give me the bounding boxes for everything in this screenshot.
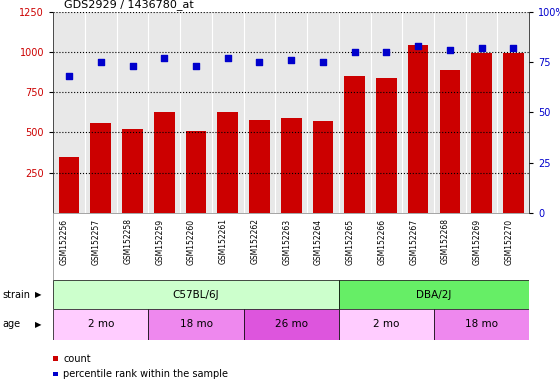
Text: strain: strain	[3, 290, 31, 300]
Bar	[503, 53, 524, 213]
Text: count: count	[63, 354, 91, 364]
Text: 2 mo: 2 mo	[373, 319, 400, 329]
Bar	[408, 45, 428, 213]
Text: 26 mo: 26 mo	[275, 319, 307, 329]
Bar	[53, 280, 339, 309]
Text: C57BL/6J: C57BL/6J	[172, 290, 220, 300]
Bar	[434, 309, 529, 340]
Text: 2 mo: 2 mo	[87, 319, 114, 329]
Point	[382, 49, 391, 55]
Point	[128, 63, 137, 69]
Text: GSM152257: GSM152257	[92, 218, 101, 265]
Text: GSM152260: GSM152260	[187, 218, 196, 265]
Bar	[244, 309, 339, 340]
Text: GSM152267: GSM152267	[409, 218, 418, 265]
Point	[192, 63, 200, 69]
Text: 18 mo: 18 mo	[465, 319, 498, 329]
Bar	[59, 157, 80, 213]
Text: DBA/2J: DBA/2J	[416, 290, 452, 300]
Text: age: age	[3, 319, 21, 329]
Point	[445, 47, 454, 53]
Point	[477, 45, 486, 51]
Bar	[53, 309, 148, 340]
Text: 18 mo: 18 mo	[180, 319, 212, 329]
Bar	[339, 309, 434, 340]
Text: GSM152264: GSM152264	[314, 218, 323, 265]
Text: GSM152258: GSM152258	[124, 218, 133, 265]
Bar	[91, 123, 111, 213]
Text: GSM152265: GSM152265	[346, 218, 354, 265]
Bar	[472, 53, 492, 213]
Bar	[312, 121, 333, 213]
Text: GSM152261: GSM152261	[219, 218, 228, 265]
Text: GSM152268: GSM152268	[441, 218, 450, 265]
Text: GSM152262: GSM152262	[250, 218, 259, 265]
Text: percentile rank within the sample: percentile rank within the sample	[63, 369, 228, 379]
Text: GSM152269: GSM152269	[473, 218, 482, 265]
Point	[319, 59, 328, 65]
Point	[160, 55, 169, 61]
Point	[287, 57, 296, 63]
Bar	[122, 129, 143, 213]
Point	[509, 45, 518, 51]
Point	[414, 43, 423, 49]
Bar	[344, 76, 365, 213]
Text: GDS2929 / 1436780_at: GDS2929 / 1436780_at	[64, 0, 194, 10]
Bar	[154, 111, 175, 213]
Bar	[440, 70, 460, 213]
Bar	[376, 78, 396, 213]
Bar	[217, 112, 238, 213]
Point	[350, 49, 359, 55]
Bar	[186, 131, 206, 213]
Bar	[249, 119, 270, 213]
Text: GSM152266: GSM152266	[377, 218, 386, 265]
Bar	[281, 118, 301, 213]
Text: ▶: ▶	[35, 290, 42, 299]
Point	[64, 73, 73, 79]
Bar	[148, 309, 244, 340]
Text: ▶: ▶	[35, 320, 42, 329]
Point	[223, 55, 232, 61]
Point	[255, 59, 264, 65]
Text: GSM152259: GSM152259	[155, 218, 164, 265]
Point	[96, 59, 105, 65]
Text: GSM152263: GSM152263	[282, 218, 291, 265]
Bar	[339, 280, 529, 309]
Text: GSM152256: GSM152256	[60, 218, 69, 265]
Text: GSM152270: GSM152270	[505, 218, 514, 265]
